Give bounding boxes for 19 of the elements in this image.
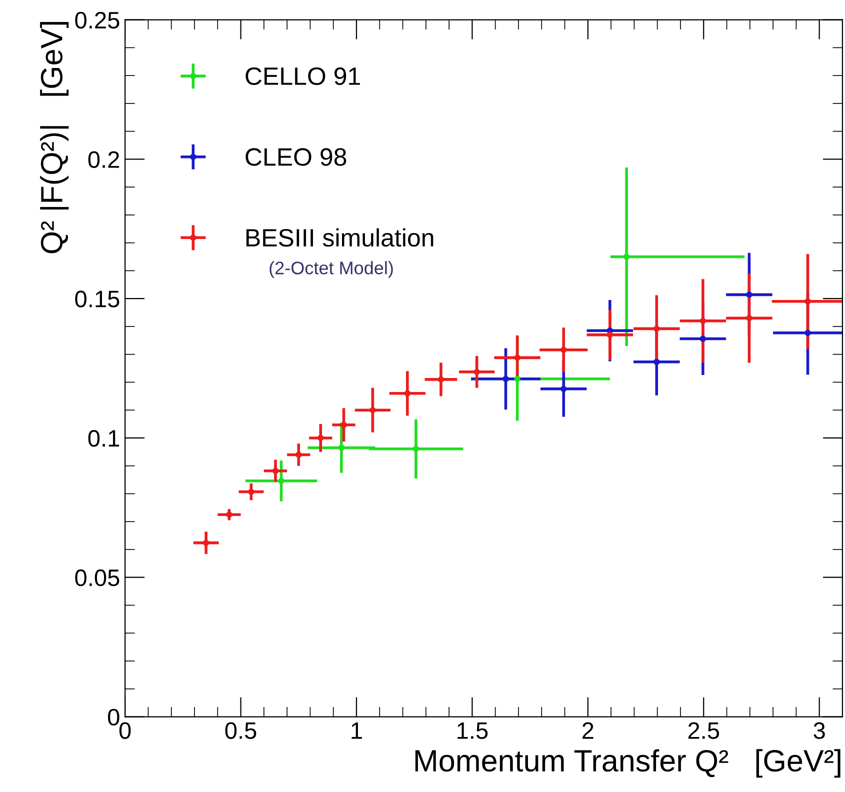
x-tick-label: 1.5 <box>458 722 488 739</box>
x-tick-label: 2 <box>582 722 594 739</box>
x-axis-title: Momentum Transfer Q² [GeV²] <box>415 749 840 778</box>
legend-label: CELLO 91 <box>246 67 360 86</box>
y-tick-label: 0.05 <box>75 569 120 586</box>
x-tick-label: 0 <box>119 722 131 739</box>
y-tick-label: 0.25 <box>75 12 120 29</box>
x-tick-label: 0.5 <box>225 722 256 739</box>
y-tick-label: 0.15 <box>75 290 120 308</box>
x-tick-label: 3 <box>814 722 825 739</box>
x-tick-label: 1 <box>352 722 362 739</box>
legend-label: CLEO 98 <box>246 148 346 166</box>
legend-label: BESIII simulation <box>246 228 434 247</box>
y-tick-label: 0 <box>108 708 120 726</box>
x-tick-label: 2.5 <box>688 722 720 739</box>
annotation: (2-Octet Model) <box>270 261 393 278</box>
y-tick-label: 0.2 <box>88 151 120 168</box>
y-axis-title: Q² |F(Q²)| [GeV] <box>40 22 69 254</box>
y-tick-label: 0.1 <box>88 430 120 447</box>
